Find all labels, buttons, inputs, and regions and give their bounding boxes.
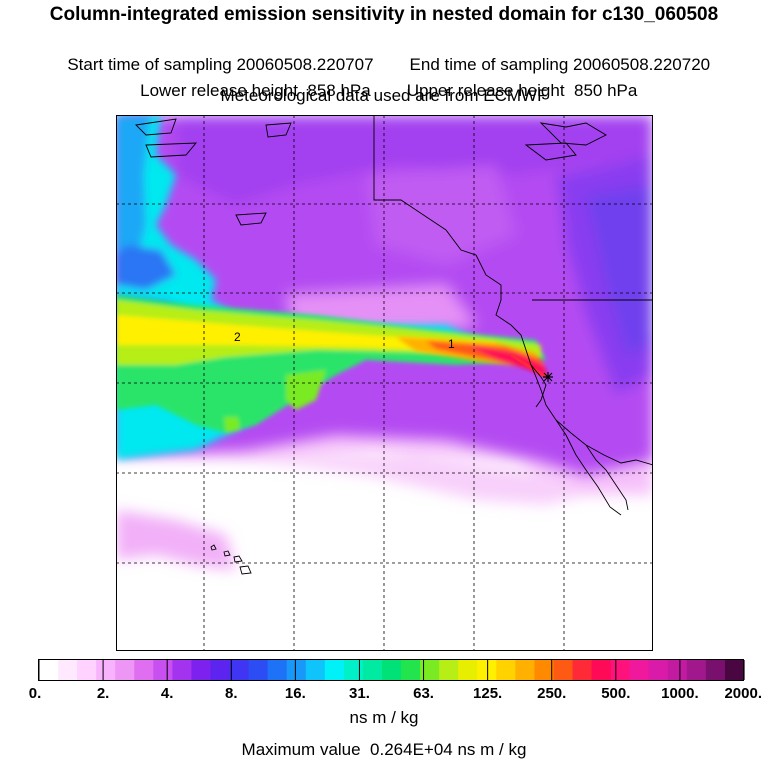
colorbar-tick-label: 500. (601, 685, 630, 702)
colorbar-tick-label: 1000. (661, 685, 699, 702)
high-sensitivity-core (396, 337, 548, 377)
lat-lon-grid (116, 115, 653, 651)
colorbar-swatch (572, 660, 593, 680)
colorbar-swatch (229, 660, 250, 680)
colorbar-swatch (77, 660, 97, 680)
colorbar-tick-label: 125. (473, 685, 502, 702)
colorbar-swatch (248, 660, 269, 680)
colorbar-swatch (724, 660, 745, 680)
colorbar-swatch (134, 660, 154, 680)
colorbar-swatch (210, 660, 231, 680)
colorbar-swatch (686, 660, 707, 680)
colorbar-tick-label: 4. (161, 685, 174, 702)
upper-release-label: Upper release height 850 hPa (406, 81, 638, 100)
lower-release-label: Lower release height 858 hPa (140, 81, 371, 100)
colorbar-swatch (477, 660, 497, 680)
colorbar-swatch (420, 660, 440, 680)
colorbar-swatch (39, 660, 59, 680)
colorbar-swatch (610, 660, 631, 680)
start-time-label: Start time of sampling 20060508.220707 (67, 55, 374, 74)
colorbar-swatch (705, 660, 726, 680)
colorbar-tick-label: 63. (413, 685, 434, 702)
colorbar-swatch (362, 660, 383, 680)
colorbar-swatch (153, 660, 173, 680)
colorbar-swatch (58, 660, 78, 680)
colorbar-swatch (667, 660, 688, 680)
release-point-star-icon (543, 372, 553, 382)
colorbar-tick-label: 8. (225, 685, 238, 702)
colorbar-swatch (496, 660, 516, 680)
colorbar-units: ns m / kg (349, 708, 419, 727)
colorbar-swatch (286, 660, 307, 680)
colorbar-tick-label: 16. (285, 685, 306, 702)
colorbar-swatch (534, 660, 555, 680)
figure-title: Column-integrated emission sensitivity i… (49, 4, 719, 25)
end-time-label: End time of sampling 20060508.220720 (409, 55, 711, 74)
met-data-label: Meteorological data used are from ECMWF (220, 86, 548, 105)
release-plume-tip (510, 353, 547, 379)
colorbar-swatch (191, 660, 212, 680)
release-height-row: Lower release height 858 hPa Upper releas… (0, 61, 768, 101)
colorbar-tick-label: 250. (537, 685, 566, 702)
colorbar-swatch (305, 660, 326, 680)
colorbar-tick-labels: 0. 2. 4. 8. 16. 31. 63. 125. 250. 500. 1000. 2000. (29, 685, 762, 702)
coastlines (135, 115, 653, 575)
colorbar-tick-label: 0. (29, 685, 42, 702)
colorbar-swatch (343, 660, 364, 680)
colorbar-tick-label: 2000. (724, 685, 762, 702)
colorbar-swatch (381, 660, 402, 680)
colorbar-swatch (267, 660, 288, 680)
colorbar-swatch (629, 660, 650, 680)
colorbar-swatch (648, 660, 669, 680)
colorbar-swatch (553, 660, 574, 680)
colorbar-swatch (115, 660, 135, 680)
colorbar-tick-label: 31. (349, 685, 370, 702)
map-frame (116, 115, 653, 651)
colorbar-swatch (458, 660, 478, 680)
colorbar-swatch (96, 660, 116, 680)
colorbar-swatch (324, 660, 345, 680)
colorbar-swatch (172, 660, 193, 680)
contour-label-2: 2 (234, 330, 241, 344)
colorbar-swatch (401, 660, 421, 680)
colorbar-swatch (515, 660, 535, 680)
contour-label-1: 1 (448, 337, 455, 351)
maximum-value-label: Maximum value 0.264E+04 ns m / kg (241, 740, 527, 759)
sampling-time-row: Start time of sampling 20060508.220707 En… (0, 35, 768, 75)
colorbar-swatch (591, 660, 612, 680)
colorbar: 0. 2. 4. 8. 16. 31. 63. 125. 250. 500. 1000. 2000. (29, 659, 762, 702)
colorbar-swatch (439, 660, 459, 680)
sensitivity-map: 2 1 (116, 115, 653, 651)
mid-sensitivity-plume (116, 295, 546, 433)
colorbar-swatches (39, 660, 745, 680)
colorbar-tick-label: 2. (97, 685, 110, 702)
colorbar-frame (38, 659, 744, 681)
